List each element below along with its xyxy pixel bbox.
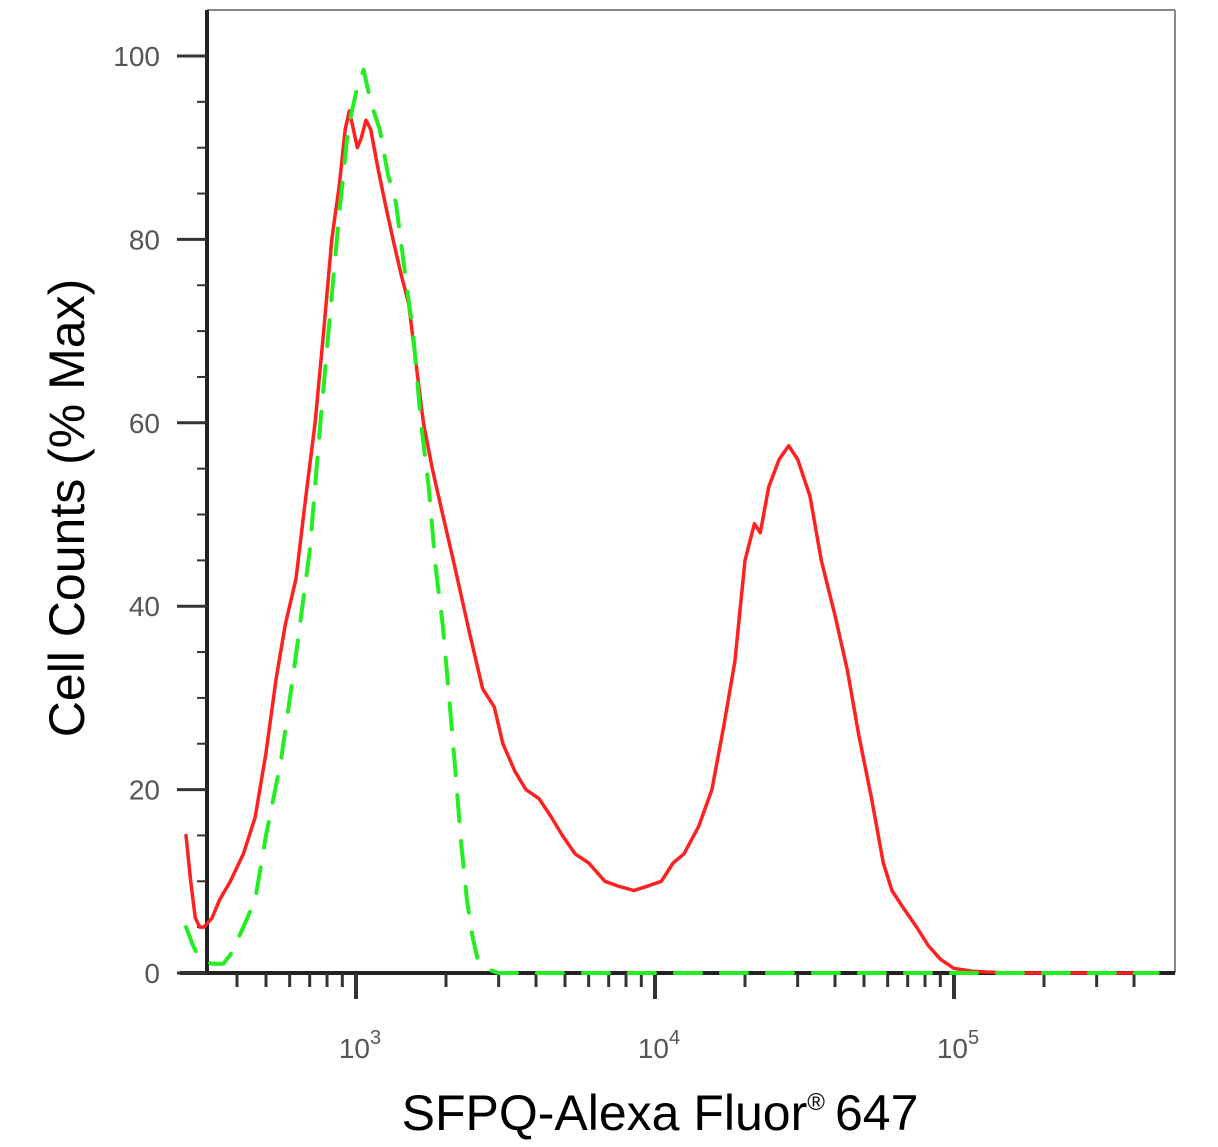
x-tick-label: 105: [937, 1027, 979, 1064]
y-axis: 0 20 40 60 80 100: [113, 41, 207, 989]
y-axis-title: Cell Counts (% Max): [39, 279, 95, 737]
x-tick-base: 10: [339, 1033, 370, 1064]
y-tick-label: 100: [113, 41, 160, 72]
series-layer: [184, 67, 1160, 975]
x-tick-label: 103: [339, 1027, 381, 1064]
x-tick-exponent: 4: [669, 1027, 680, 1049]
y-tick-label: 40: [129, 591, 160, 622]
x-tick-label: 104: [638, 1027, 680, 1064]
plot-frame: [180, 9, 1176, 975]
control-histogram-line: [184, 67, 1160, 975]
x-axis-title-main: SFPQ-Alexa Fluor: [402, 1085, 808, 1141]
y-tick-label: 60: [129, 408, 160, 439]
sample-histogram-line: [184, 109, 1160, 975]
x-axis: 103 104 105: [235, 973, 1136, 1064]
y-tick-label: 0: [144, 958, 160, 989]
y-tick-label: 80: [129, 224, 160, 255]
x-axis-title-suffix: 647: [835, 1085, 918, 1141]
x-tick-exponent: 3: [370, 1027, 381, 1049]
x-tick-base: 10: [937, 1033, 968, 1064]
x-tick-exponent: 5: [968, 1027, 979, 1049]
registered-mark: ®: [807, 1089, 825, 1116]
x-tick-base: 10: [638, 1033, 669, 1064]
y-tick-label: 20: [129, 775, 160, 806]
x-axis-title: SFPQ-Alexa Fluor® 647: [402, 1085, 919, 1141]
